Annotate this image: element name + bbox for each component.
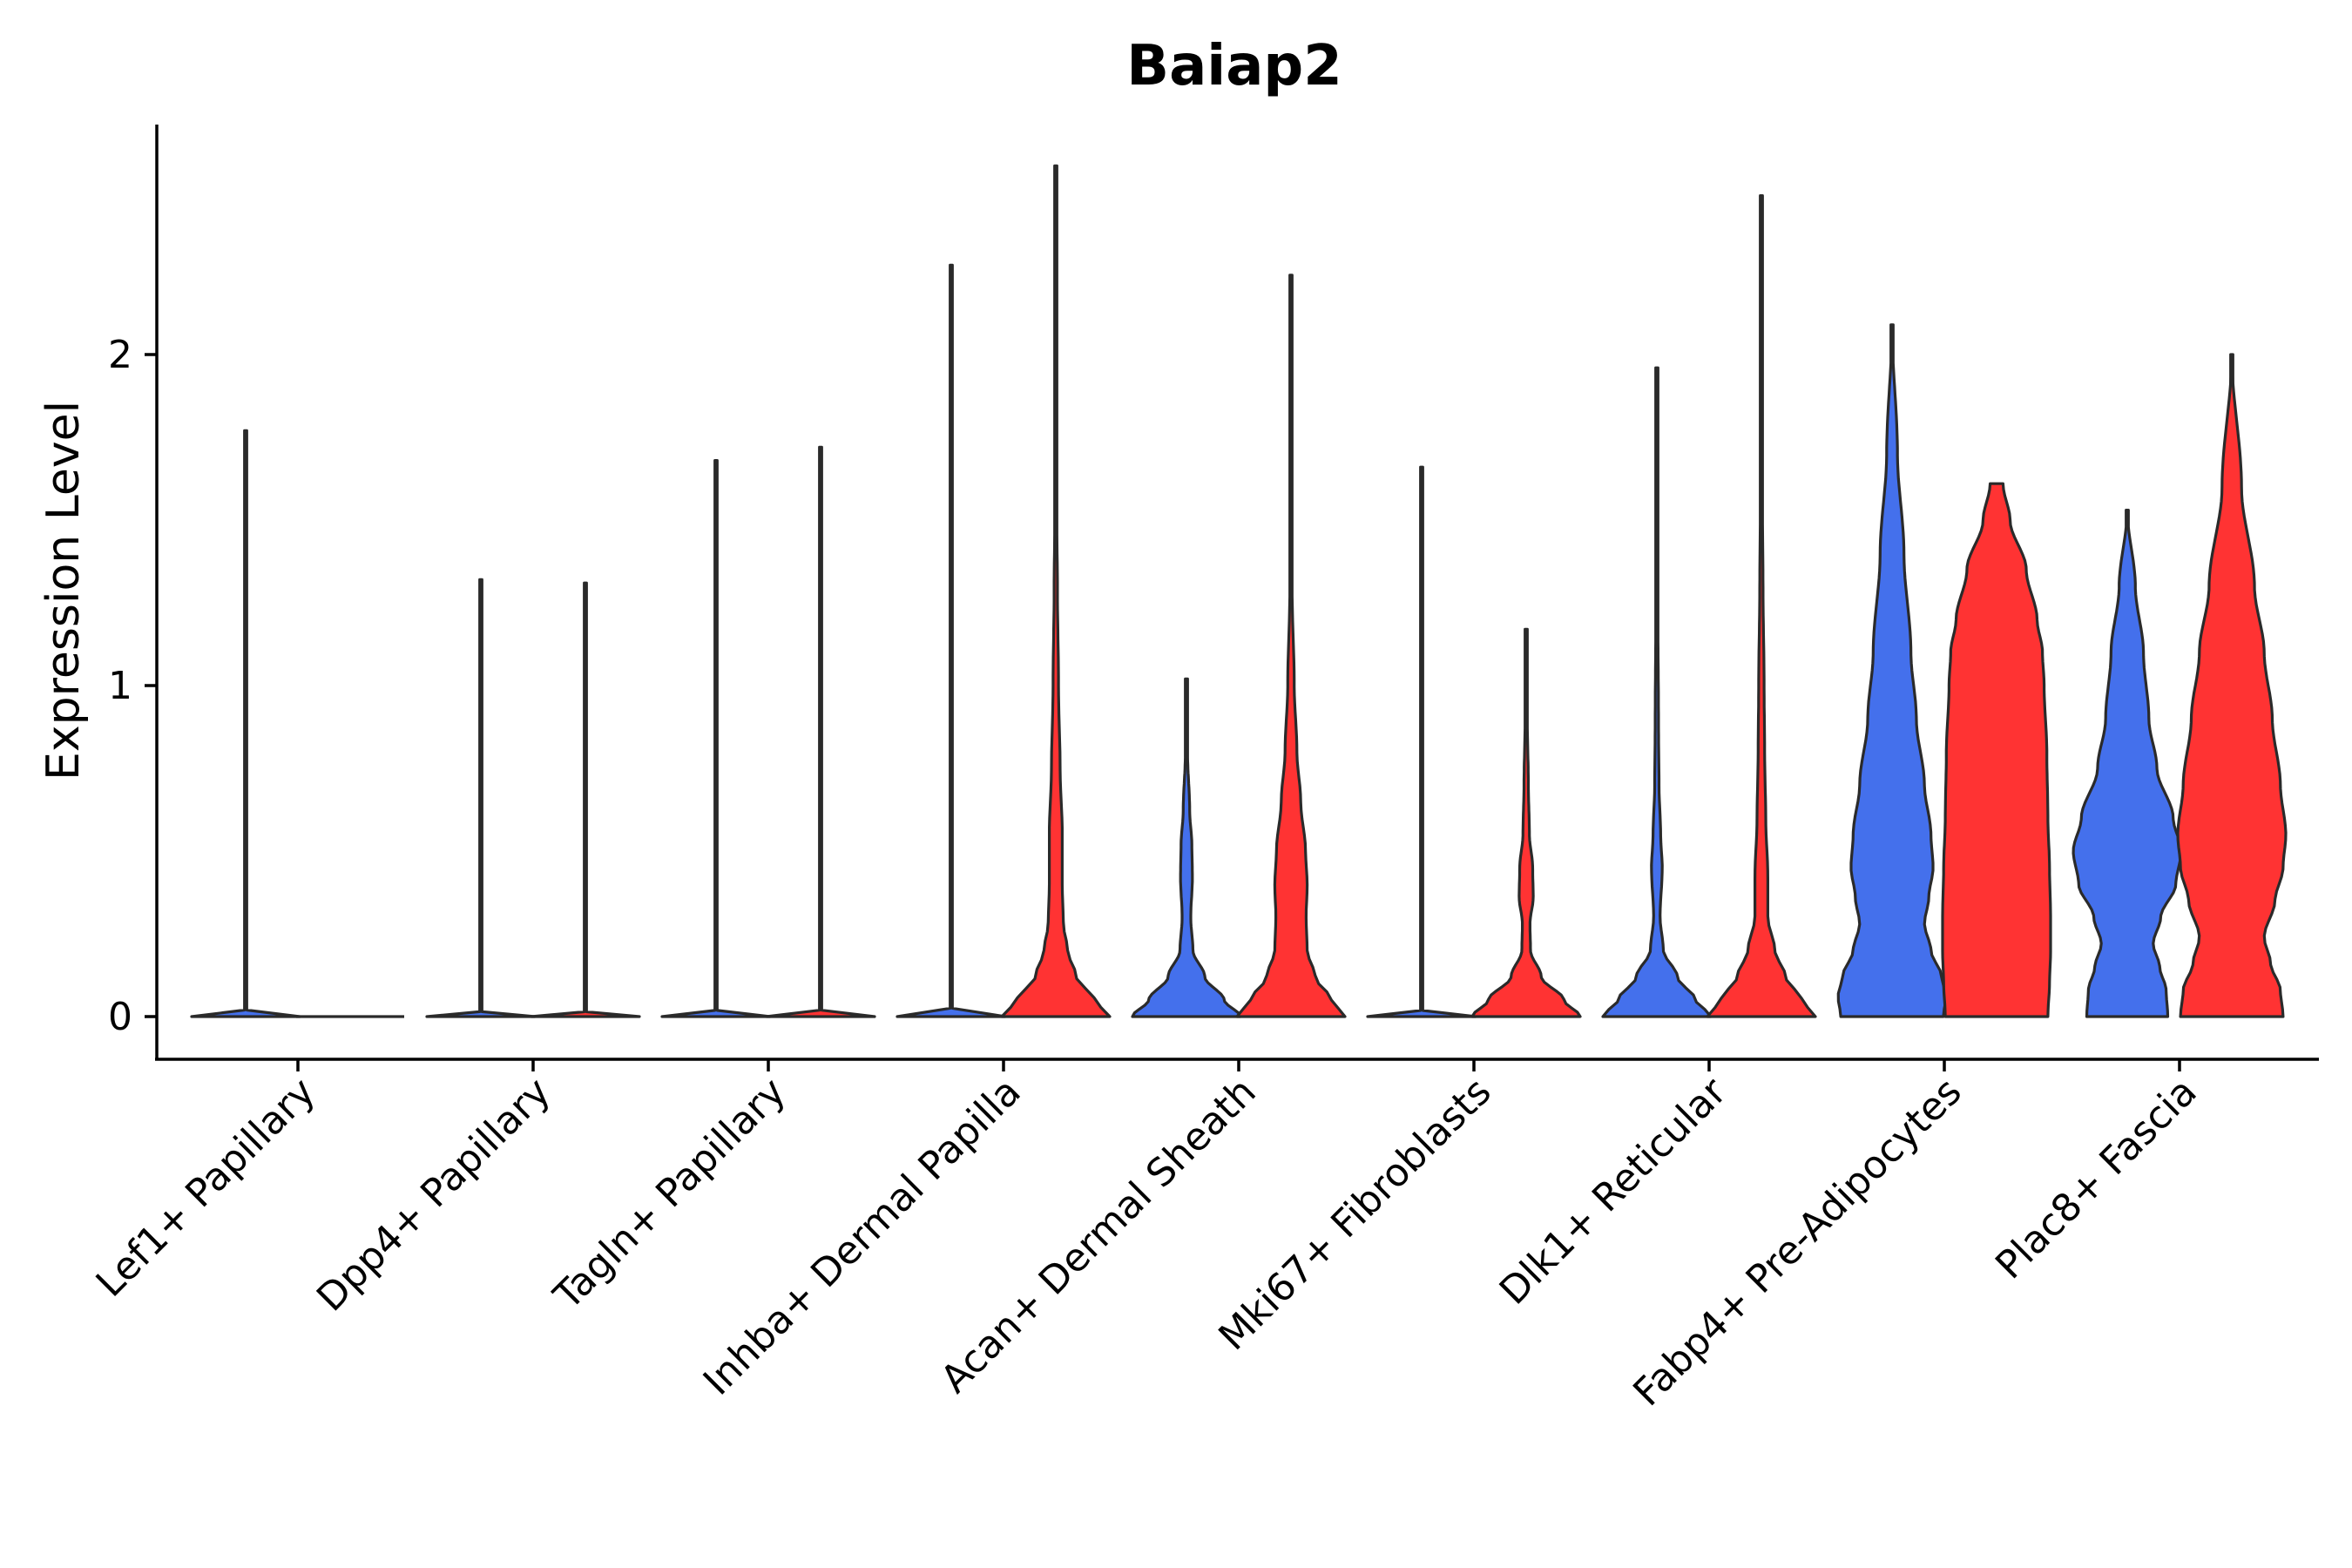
x-tick-label: Lef1+ Papillary xyxy=(88,1070,324,1306)
violin-mki67-fibroblasts-red xyxy=(1470,627,1582,1018)
x-tick-label: Plac8+ Fascia xyxy=(1987,1070,2206,1288)
y-ticks: 0 1 2 xyxy=(108,333,157,1039)
y-tick-label: 0 xyxy=(108,995,132,1039)
violin-dpp4-papillary-blue xyxy=(425,578,537,1018)
chart-title: Baiap2 xyxy=(1126,34,1342,98)
y-tick-label: 2 xyxy=(108,333,132,377)
x-tick-label: Tagln+ Papillary xyxy=(545,1070,794,1319)
violin-lef1-papillary-blue xyxy=(190,429,301,1018)
violin-acan-dermal-sheath-red xyxy=(1235,274,1347,1018)
violins-layer xyxy=(190,164,2288,1018)
violin-tagln-papillary-blue xyxy=(660,459,772,1018)
violin-dlk1-reticular-red xyxy=(1706,194,1817,1018)
violin-acan-dermal-sheath-blue xyxy=(1131,677,1242,1018)
x-tick-label: Dpp4+ Papillary xyxy=(308,1070,559,1321)
y-axis-label: Expression Level xyxy=(37,401,90,781)
violin-fabp4-pre-adipocytes-blue xyxy=(1836,323,1948,1018)
violin-tagln-papillary-red xyxy=(765,445,876,1018)
violin-plac8-fascia-blue xyxy=(2072,509,2183,1018)
violin-mki67-fibroblasts-blue xyxy=(1366,465,1477,1018)
violin-dlk1-reticular-blue xyxy=(1601,366,1713,1018)
violin-dpp4-papillary-red xyxy=(530,581,641,1018)
violin-plac8-fascia-red xyxy=(2176,353,2288,1018)
violin-inhba-dermal-papilla-red xyxy=(1000,164,1112,1018)
x-tick-label: Mki67+ Fibroblasts xyxy=(1210,1070,1499,1359)
violin-inhba-dermal-papilla-blue xyxy=(896,263,1007,1018)
violin-fabp4-pre-adipocytes-red xyxy=(1941,482,2052,1018)
x-tick-label: Dlk1+ Reticular xyxy=(1491,1069,1736,1314)
y-tick-label: 1 xyxy=(108,664,132,708)
